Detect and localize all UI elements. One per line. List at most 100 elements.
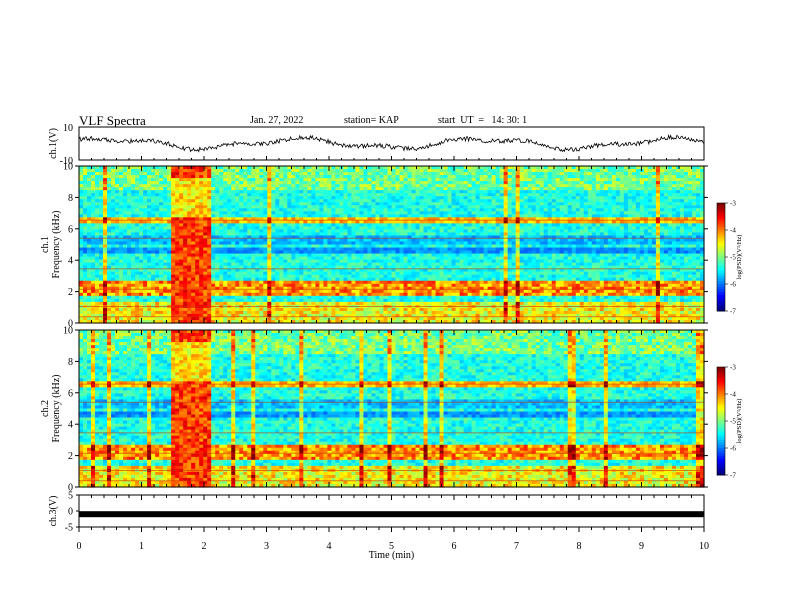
spectrogram-cell <box>195 289 200 294</box>
spectrogram-cell <box>139 250 144 255</box>
spectrogram-cell <box>323 286 328 291</box>
spectrogram-cell <box>91 214 96 218</box>
spectrogram-cell <box>399 244 405 249</box>
spectrogram-cell <box>263 211 268 215</box>
spectrogram-cell <box>279 301 284 306</box>
spectrogram-cell <box>243 286 248 291</box>
spectrogram-cell <box>231 196 236 200</box>
spectrogram-cell <box>235 199 240 203</box>
spectrogram-cell <box>407 187 413 191</box>
spectrogram-cell <box>215 268 220 273</box>
spectrogram-cell <box>135 241 140 246</box>
spectrogram-cell <box>387 217 393 221</box>
spectrogram-cell <box>251 301 256 306</box>
spectrogram-cell <box>335 319 341 324</box>
spectrogram-cell <box>247 241 252 246</box>
spectrogram-cell <box>427 193 433 197</box>
spectrogram-cell <box>311 298 316 303</box>
spectrogram-cell <box>431 175 437 179</box>
spectrogram-cell <box>107 184 112 188</box>
spectrogram-cell <box>291 280 296 285</box>
spectrogram-cell <box>103 307 108 312</box>
spectrogram-cell <box>179 262 184 267</box>
spectrogram-cell <box>143 283 148 288</box>
spectrogram-cell <box>215 310 220 315</box>
spectrogram-cell <box>267 190 272 194</box>
spectrogram-cell <box>247 307 252 312</box>
spectrogram-cell <box>187 184 192 188</box>
spectrogram-cell <box>379 205 385 209</box>
spectrogram-cell <box>335 244 341 249</box>
spectrogram-cell <box>379 223 385 227</box>
spectrogram-cell <box>175 184 180 188</box>
spectrogram-cell <box>235 196 240 200</box>
spectrogram-cell <box>415 253 421 258</box>
spectrogram-cell <box>87 259 92 264</box>
spectrogram-cell <box>447 232 453 237</box>
spectrogram-cell <box>79 280 84 285</box>
spectrogram-cell <box>87 241 92 246</box>
spectrogram-cell <box>175 298 180 303</box>
spectrogram-cell <box>355 169 361 173</box>
spectrogram-cell <box>239 196 244 200</box>
spectrogram-cell <box>155 244 160 249</box>
spectrogram-cell <box>123 253 128 258</box>
spectrogram-cell <box>307 187 312 191</box>
spectrogram-cell <box>195 172 200 176</box>
spectrogram-cell <box>203 247 208 252</box>
spectrogram-cell <box>415 193 421 197</box>
spectrogram-cell <box>375 217 381 221</box>
spectrogram-cell <box>315 238 320 243</box>
spectrogram-cell <box>107 181 112 185</box>
spectrogram-cell <box>115 208 120 212</box>
spectrogram-cell <box>223 172 228 176</box>
spectrogram-cell <box>115 316 120 321</box>
spectrogram-cell <box>159 166 164 170</box>
spectrogram-cell <box>227 265 232 270</box>
spectrogram-cell <box>115 238 120 243</box>
spectrogram-cell <box>399 277 405 282</box>
spectrogram-cell <box>223 220 228 224</box>
spectrogram-cell <box>119 181 124 185</box>
spectrogram-cell <box>79 271 84 276</box>
spectrogram-cell <box>107 172 112 176</box>
spectrogram-cell <box>171 247 176 252</box>
spectrogram-cell <box>227 223 232 227</box>
spectrogram-cell <box>203 208 208 212</box>
spectrogram-cell <box>151 205 156 209</box>
spectrogram-cell <box>211 292 216 297</box>
spectrogram-cell <box>103 172 108 176</box>
spectrogram-cell <box>243 217 248 221</box>
spectrogram-cell <box>411 268 417 273</box>
spectrogram-cell <box>143 229 148 234</box>
spectrogram-cell <box>251 175 256 179</box>
spectrogram-cell <box>151 199 156 203</box>
spectrogram-cell <box>231 226 236 230</box>
spectrogram-cell <box>223 301 228 306</box>
spectrogram-cell <box>171 268 176 273</box>
spectrogram-cell <box>367 235 373 240</box>
spectrogram-cell <box>119 220 124 224</box>
spectrogram-cell <box>83 286 88 291</box>
spectrogram-cell <box>343 226 349 230</box>
spectrogram-cell <box>447 301 453 306</box>
spectrogram-cell <box>363 196 369 200</box>
spectrogram-cell <box>287 268 292 273</box>
spectrogram-cell <box>267 268 272 273</box>
spectrogram-cell <box>223 223 228 227</box>
spectrogram-cell <box>111 244 116 249</box>
spectrogram-cell <box>343 253 349 258</box>
spectrogram-cell <box>255 199 260 203</box>
spectrogram-cell <box>203 220 208 224</box>
spectrogram-cell <box>119 211 124 215</box>
spectrogram-cell <box>227 211 232 215</box>
spectrogram-cell <box>119 166 124 170</box>
spectrogram-cell <box>203 301 208 306</box>
spectrogram-cell <box>247 298 252 303</box>
spectrogram-cell <box>399 256 405 261</box>
spectrogram-cell <box>219 181 224 185</box>
spectrogram-cell <box>143 277 148 282</box>
spectrogram-cell <box>363 307 369 312</box>
spectrogram-cell <box>283 178 288 182</box>
spectrogram-cell <box>231 238 236 243</box>
